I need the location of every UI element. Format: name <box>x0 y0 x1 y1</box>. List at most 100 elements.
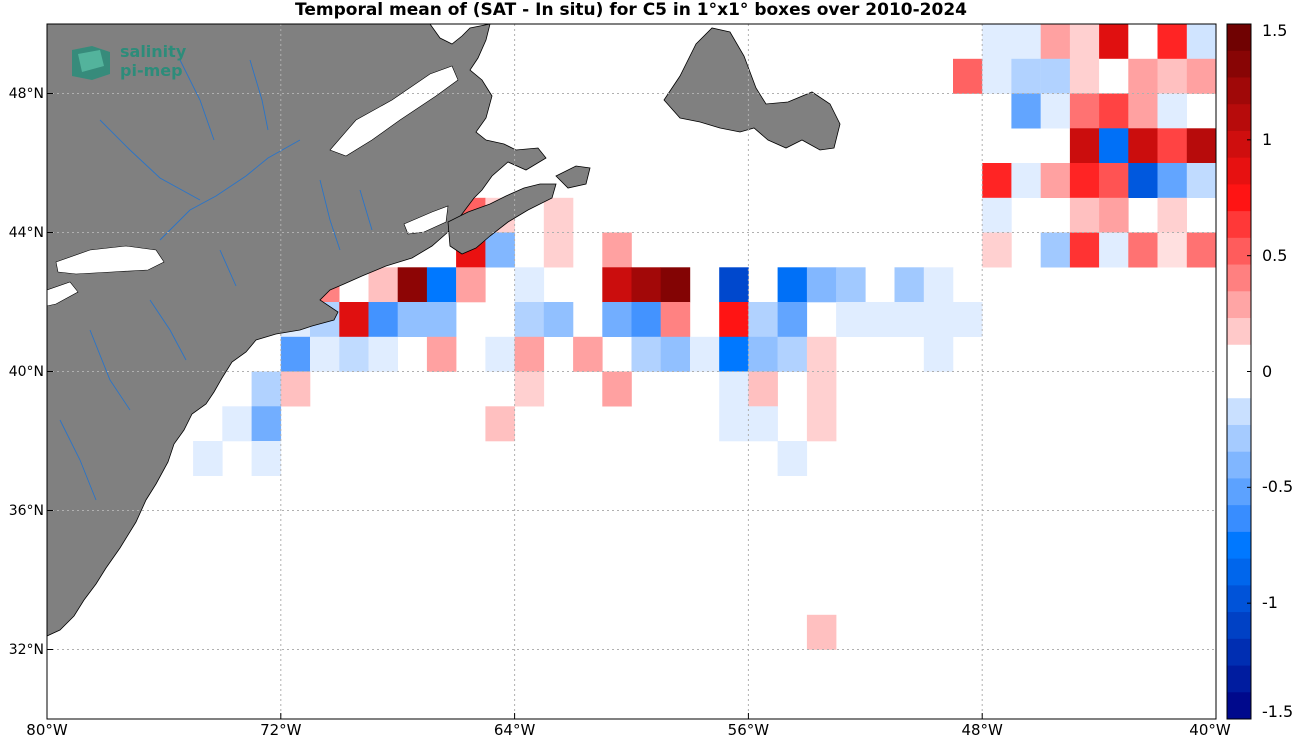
colorbar-segment <box>1227 585 1251 613</box>
heatmap-cell <box>1128 58 1158 94</box>
heatmap-cell <box>1069 197 1100 233</box>
colorbar-segment <box>1227 291 1251 319</box>
heatmap-cell <box>1186 232 1216 268</box>
heatmap-cell <box>397 267 428 303</box>
heatmap-cell <box>1069 163 1100 198</box>
heatmap-cell <box>982 163 1012 198</box>
heatmap-cell <box>1011 58 1041 94</box>
heatmap-cell <box>456 267 486 303</box>
colorbar-segment <box>1227 24 1251 52</box>
colorbar-segment <box>1227 665 1251 693</box>
colorbar-segment <box>1227 638 1251 666</box>
heatmap-cell <box>1040 163 1071 198</box>
colorbar-segment <box>1227 104 1251 132</box>
heatmap-cell <box>719 302 749 337</box>
heatmap-cell <box>923 302 954 337</box>
colorbar-segment <box>1227 237 1251 265</box>
heatmap-cell <box>1040 232 1071 268</box>
heatmap-cell <box>543 302 574 337</box>
heatmap-cell <box>1099 128 1129 164</box>
heatmap-cell <box>1157 163 1187 198</box>
heatmap-cell <box>836 302 866 337</box>
heatmap-cell <box>777 302 808 337</box>
colorbar-tick-label: 0.5 <box>1262 245 1288 265</box>
heatmap-cell <box>514 302 545 337</box>
heatmap-cell <box>1157 128 1187 164</box>
landmass <box>47 24 841 637</box>
heatmap-cell <box>806 406 837 442</box>
logo-text-pimep: pi-mep <box>120 61 183 80</box>
heatmap-cell <box>602 232 632 268</box>
heatmap-cell <box>368 302 398 337</box>
heatmap-cell <box>748 302 778 337</box>
heatmap-cell <box>1157 58 1187 94</box>
land-north-america <box>47 24 547 637</box>
colorbar-segment <box>1227 344 1251 372</box>
river-st-lawrence <box>159 139 301 241</box>
heatmap-cell <box>719 336 749 372</box>
colorbar-frame <box>1226 23 1252 720</box>
heatmap-cell <box>806 614 837 650</box>
inland-water <box>47 65 459 307</box>
colorbar-segment <box>1227 50 1251 78</box>
heatmap-cell <box>368 267 398 303</box>
heatmap-cell <box>1040 58 1071 94</box>
heatmap-cell <box>660 336 691 372</box>
y-tick-label: 40°N <box>8 363 44 380</box>
lake-erie <box>47 281 79 307</box>
heatmap-cell <box>1099 24 1129 59</box>
heatmap-cell <box>1128 163 1158 198</box>
y-tick-label: 48°N <box>8 85 44 102</box>
bay-of-fundy <box>403 205 449 235</box>
heatmap-cell <box>982 58 1012 94</box>
colorbar-segment <box>1227 371 1251 399</box>
heatmap-cell <box>1011 93 1041 129</box>
y-tick-label: 44°N <box>8 224 44 241</box>
heatmap-cell <box>1128 128 1158 164</box>
heatmap-cell <box>631 267 661 303</box>
land-nova-scotia <box>447 183 557 255</box>
heatmap-cell <box>280 336 311 372</box>
heatmap-cell <box>953 302 983 337</box>
graticule <box>47 24 1216 719</box>
colorbar-segment <box>1227 612 1251 640</box>
heatmap-cell <box>485 232 515 268</box>
heatmap-cell <box>543 232 574 268</box>
heatmap-cell <box>1011 24 1041 59</box>
axis-ticks <box>46 93 1217 719</box>
heatmap-cell <box>251 406 282 442</box>
heatmap-cell <box>982 197 1012 233</box>
heatmap-cell <box>923 336 954 372</box>
colorbar-tick-label: 1 <box>1262 129 1273 149</box>
heatmap-cell <box>514 371 545 407</box>
heatmap-cell <box>1186 128 1216 164</box>
heatmap-cell <box>1128 93 1158 129</box>
heatmap-cell <box>660 267 691 303</box>
heatmap-cell <box>222 406 252 442</box>
heatmap-cell <box>573 336 603 372</box>
heatmap-cell <box>485 406 515 442</box>
heatmap-cell <box>631 336 661 372</box>
heatmap-cell <box>1099 58 1129 94</box>
heatmap-cell <box>602 302 632 337</box>
land-cape-breton <box>555 165 591 189</box>
heatmap-cell <box>339 302 369 337</box>
colorbar-tick-label: -0.5 <box>1262 477 1294 497</box>
x-tick-label: 80°W <box>26 721 68 739</box>
heatmap-cell <box>1128 24 1158 59</box>
x-tick-label: 72°W <box>260 721 302 739</box>
heatmap-cell <box>1099 197 1129 233</box>
heatmap-cell <box>894 267 924 303</box>
x-tick-label: 64°W <box>493 721 536 739</box>
colorbar-segment <box>1227 130 1251 159</box>
gulf-of-st-lawrence <box>329 65 459 157</box>
colorbar-segment <box>1227 398 1251 426</box>
heatmap-cell <box>719 267 749 303</box>
heatmap-cell <box>777 336 808 372</box>
heatmap-cell <box>748 336 778 372</box>
heatmap-cell <box>426 336 457 372</box>
heatmap-cell <box>339 336 369 372</box>
rivers <box>59 59 373 501</box>
heatmap-cell <box>631 302 661 337</box>
